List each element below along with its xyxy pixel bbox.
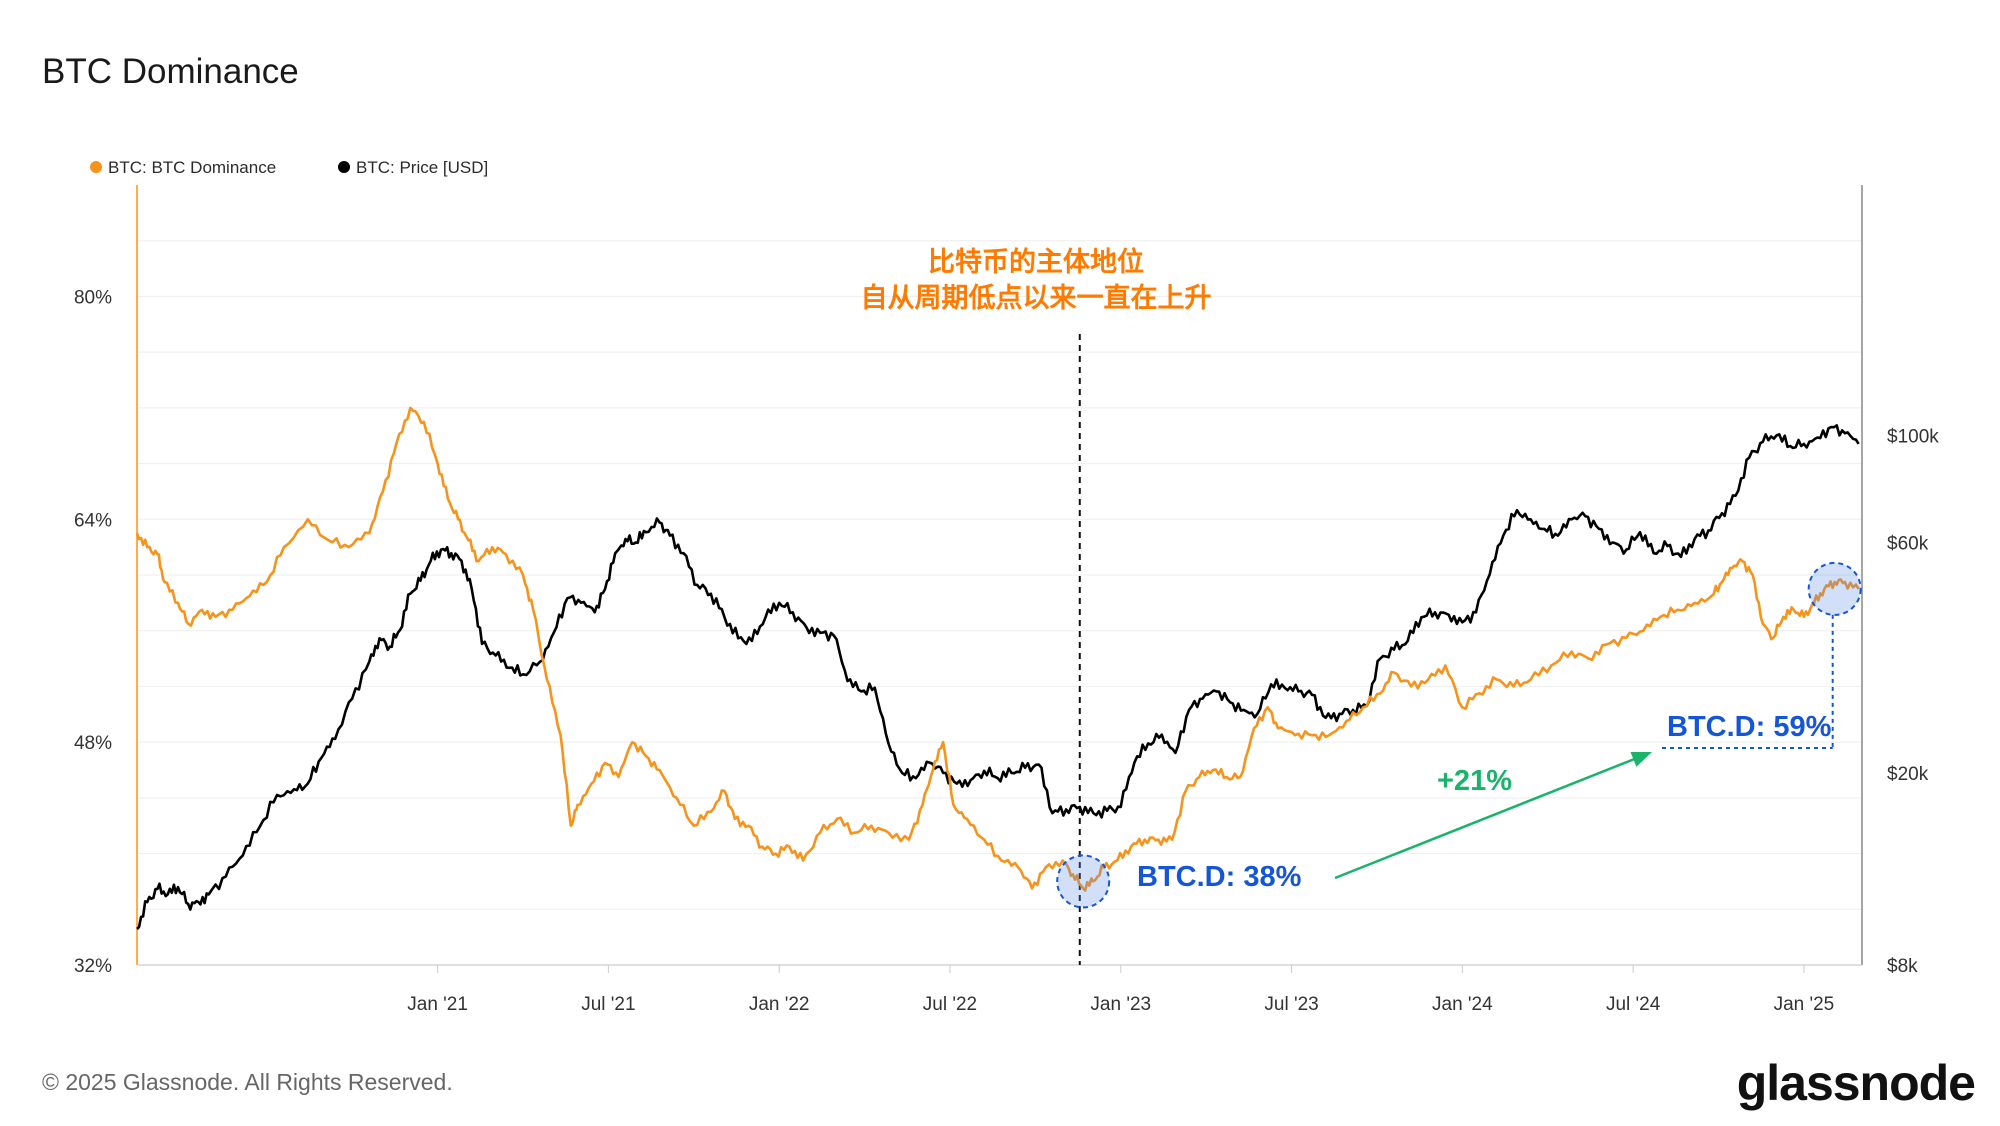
annotation-cn-line2: 自从周期低点以来一直在上升 [861,282,1212,314]
x-tick-label: Jul '24 [1606,994,1661,1015]
x-tick-label: Jan '25 [1774,994,1835,1015]
increase-arrow-line [1334,754,1643,880]
high-point-highlight [1807,561,1862,616]
left-tick-label: 80% [74,287,112,308]
legend-label-dominance: BTC: BTC Dominance [108,158,276,177]
gridlines [137,240,1862,910]
right-tick-label: $8k [1887,956,1918,977]
brand-logo: glassnode [1737,1055,1975,1111]
axes [136,185,1863,966]
x-tick-label: Jul '21 [581,994,635,1015]
tick-labels: Jan '21 Jul '21 Jan '22 Jul '22 Jan '23 Jul '… [74,287,1939,1015]
right-tick-label: $100k [1887,426,1939,447]
annotation-high-label: BTC.D: 59% [1667,711,1832,743]
price-series-line [136,424,1860,930]
footer-copyright: © 2025 Glassnode. All Rights Reserved. [42,1069,453,1095]
left-tick-label: 64% [74,510,112,531]
x-tick-label: Jan '23 [1090,994,1151,1015]
left-tick-label: 32% [74,956,112,977]
annotation-change-label: +21% [1437,765,1512,797]
legend-label-price: BTC: Price [USD] [356,158,488,177]
right-tick-label: $60k [1887,533,1929,554]
x-tick-label: Jul '22 [923,994,977,1015]
left-tick-label: 48% [74,733,112,754]
dominance-series-line [135,406,1860,892]
x-tick-label: Jul '23 [1264,994,1318,1015]
annotations: 比特币的主体地位 自从周期低点以来一直在上升 BTC.D: 38% BTC.D:… [861,246,1862,909]
low-point-highlight [1056,854,1111,909]
x-tick-label: Jan '24 [1432,994,1493,1015]
legend[interactable]: BTC: BTC Dominance BTC: Price [USD] [90,158,488,177]
legend-marker-dominance [90,161,102,173]
increase-arrow-head [1630,752,1652,767]
annotation-low-label: BTC.D: 38% [1137,861,1302,893]
x-tick-label: Jan '21 [407,994,468,1015]
x-tick-label: Jan '22 [749,994,810,1015]
chart-title: BTC Dominance [42,52,299,91]
annotation-cn-line1: 比特币的主体地位 [928,246,1144,278]
legend-marker-price [338,161,350,173]
right-tick-label: $20k [1887,764,1929,785]
